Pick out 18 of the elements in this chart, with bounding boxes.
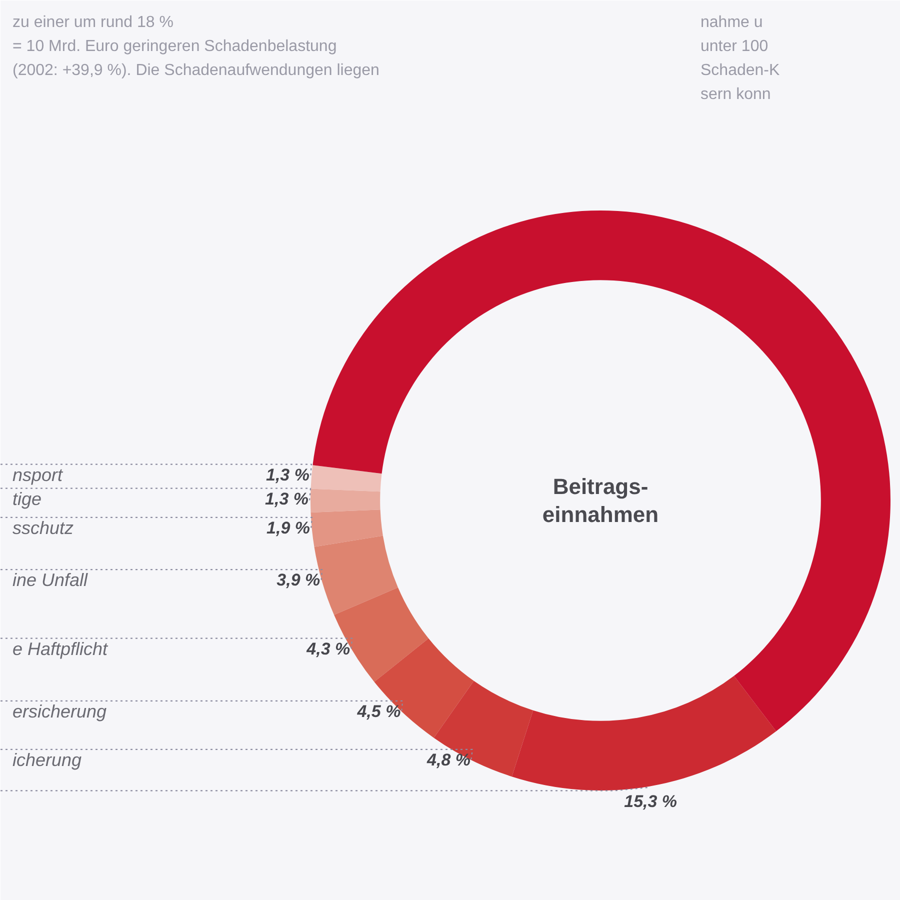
text: nahme u unter 100 Schaden-K sern konn — [700, 14, 780, 103]
text: Beitrags- einnahmen — [542, 474, 659, 527]
data-label: 15,3 % — [624, 792, 678, 812]
slice-label: icherung — [12, 750, 82, 770]
slice-label: ersicherung — [12, 701, 107, 722]
slice-label: e Haftpflicht — [12, 638, 109, 659]
text: zu einer um rund 18 % = 10 Mrd. Euro geringeren Schadenbelastung (2002: +39,9 %). Die Schadenaufwendungen liegen — [12, 14, 380, 79]
slice-label: ine Unfall — [12, 570, 89, 590]
slice-label: tige — [12, 488, 42, 509]
data-label: 4,3 % — [306, 639, 350, 658]
data-label: 3,9 % — [276, 570, 320, 590]
data-label: 1,9 % — [266, 518, 310, 538]
data-label: 1,3 % — [265, 489, 309, 508]
slice-label: nsport — [12, 464, 64, 485]
slice-label: sschutz — [12, 518, 74, 538]
data-label: 1,3 % — [266, 465, 310, 484]
data-label: 4,5 % — [356, 702, 401, 721]
data-label: 4,8 % — [426, 750, 470, 770]
